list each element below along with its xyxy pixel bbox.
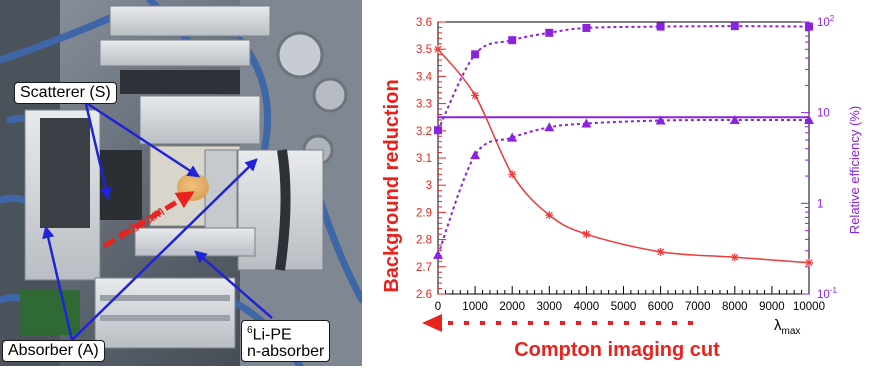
detector-photo-drawing [0, 0, 366, 370]
series-line [437, 25, 810, 131]
x-axis-label: λmax [774, 317, 800, 337]
li-pe-arrow [194, 250, 273, 319]
absorber-arrow-right [71, 158, 258, 341]
series-point-star [730, 253, 739, 262]
scatterer-arrow-right [87, 102, 201, 178]
series-point-star [508, 170, 517, 179]
scatterer-callout: Scatterer (S) [14, 82, 117, 104]
series-point-triangle [729, 115, 740, 125]
series-point-square [508, 36, 517, 45]
efficiency-chart: 0 1000 2000 3000 4000 5000 6000 7000 8000 9000 100… [362, 0, 869, 366]
absorber-callout: Absorber (A) [2, 340, 105, 362]
y-left-tick-label: 2.7 [416, 262, 432, 274]
y-left-tick-label: 3.3 [416, 99, 432, 111]
li-pe-superscript: 6 [247, 325, 253, 336]
x-tick-label: 7000 [685, 301, 711, 313]
series-point-triangle [470, 150, 481, 160]
y-left-tick-label: 2.8 [416, 235, 432, 247]
x-tick-label: 6000 [648, 301, 674, 313]
y-axis-label-left: Background reduction [381, 79, 403, 292]
x-tick-label: 10000 [793, 301, 825, 313]
x-tick-label: 2000 [499, 301, 525, 313]
x-tick-label: 1000 [462, 301, 488, 313]
series-line [437, 48, 810, 264]
x-axis-label-main: λ [774, 317, 782, 334]
series-point-square [730, 22, 739, 31]
y-left-tick-label: 3.1 [416, 153, 432, 165]
series-point-star [582, 230, 591, 239]
x-tick-label: 0 [435, 301, 441, 313]
series-point-triangle [544, 122, 555, 132]
n-beam-label: n-beam [115, 203, 167, 244]
series-point-square [545, 28, 554, 37]
y-left-tick-label: 2.9 [416, 207, 432, 219]
series-point-star [805, 258, 813, 267]
series-point-star [656, 247, 665, 256]
series-point-triangle [804, 115, 814, 125]
y-left-tick-label: 3.4 [416, 71, 433, 83]
x-tick-label: 3000 [537, 301, 563, 313]
compton-cut-arrow [422, 314, 702, 332]
y-axis-label-right: Relative efficiency (%) [847, 106, 862, 234]
series-point-square [805, 22, 813, 31]
y-left-tick-label: 3.6 [416, 17, 432, 29]
y-right-tick-label: 10-1 [817, 286, 837, 301]
x-axis-label-sub: max [782, 326, 801, 337]
axes-layer: 0 1000 2000 3000 4000 5000 6000 7000 8000 9000 100… [416, 14, 837, 313]
series-point-square [582, 23, 591, 32]
y-right-tick-label: 102 [817, 14, 835, 29]
series-point-triangle [433, 249, 443, 259]
x-tick-label: 8000 [722, 301, 748, 313]
series-point-triangle [655, 115, 666, 125]
series-point-square [471, 50, 480, 59]
series-point-star [471, 91, 480, 100]
compton-cut-label: Compton imaging cut [514, 339, 720, 361]
absorber-arrow-left [42, 225, 74, 341]
li-pe-label-text: Li-PE [252, 326, 292, 344]
series-point-triangle [507, 132, 518, 142]
y-left-tick-label: 2.6 [416, 289, 432, 301]
series-layer [433, 22, 814, 267]
chart-svg: 0 1000 2000 3000 4000 5000 6000 7000 8000 9000 100… [381, 14, 862, 361]
series-line [437, 118, 810, 256]
li-pe-label-line1: 6Li-PE [247, 322, 324, 343]
x-tick-label: 5000 [611, 301, 637, 313]
series-point-star [434, 45, 442, 54]
detector-photo: n-beam Scatterer (S) Absorber (A) 6Li-PE… [0, 0, 366, 370]
plot-frame [437, 21, 810, 295]
photo-annotations: n-beam [42, 102, 273, 341]
y-left-tick-label: 3.5 [416, 44, 432, 56]
y-right-tick-label: 10 [817, 108, 830, 120]
y-left-tick-label: 3 [426, 180, 432, 192]
y-right-tick-label: 1 [817, 198, 823, 210]
scatterer-arrow-left [84, 103, 112, 201]
series-point-star [545, 211, 554, 220]
x-tick-label: 4000 [574, 301, 600, 313]
y-left-tick-label: 3.2 [416, 126, 432, 138]
x-tick-label: 9000 [759, 301, 785, 313]
li-pe-label-line2: n-absorber [247, 343, 325, 361]
li-pe-callout: 6Li-PE n-absorber [241, 320, 331, 363]
series-point-square [656, 22, 665, 31]
series-point-triangle [581, 118, 592, 128]
series-point-square [434, 126, 442, 135]
n-beam-arrow [102, 191, 195, 249]
